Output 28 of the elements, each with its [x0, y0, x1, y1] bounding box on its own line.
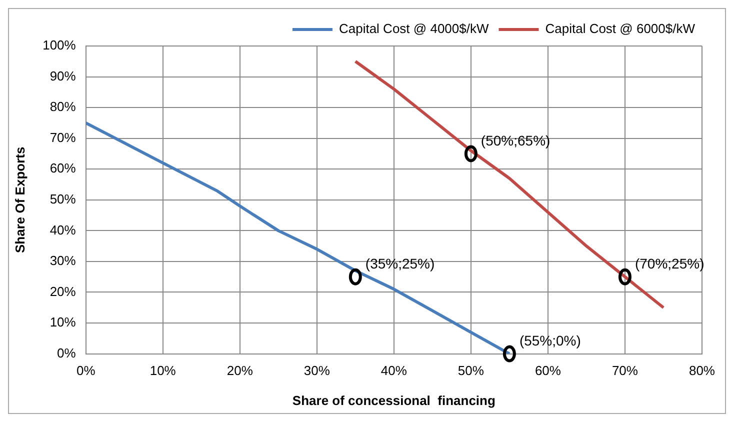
x-tick-label: 70% [612, 363, 638, 378]
y-tick-label: 80% [50, 99, 76, 114]
y-tick-label: 70% [50, 130, 76, 145]
x-tick-label: 20% [226, 363, 254, 378]
y-tick-label: 10% [50, 314, 76, 330]
x-tick-label: 60% [534, 363, 562, 378]
x-tick-label: 10% [150, 363, 176, 378]
x-tick-label: 30% [304, 363, 330, 378]
legend-label: Capital Cost @ 6000$/kW [545, 21, 696, 36]
x-tick-label: 40% [380, 363, 408, 378]
y-tick-label: 20% [50, 284, 76, 299]
y-tick-label: 100% [42, 38, 76, 53]
y-tick-label: 50% [50, 191, 76, 206]
annotation: (70%;25%) [634, 256, 704, 272]
y-tick-label: 60% [50, 160, 76, 176]
legend-label: Capital Cost @ 4000$/kW [338, 21, 490, 36]
y-axis-title: Share Of Exports [12, 146, 28, 253]
x-axis-title: Share of concessional financing [292, 392, 496, 408]
annotation: (55%;0%) [519, 332, 581, 349]
x-tick-label: 80% [688, 363, 716, 378]
y-tick-label: 0% [57, 345, 76, 360]
y-tick-label: 30% [50, 253, 76, 268]
x-tick-label: 0% [76, 363, 96, 378]
y-tick-label: 40% [50, 222, 76, 238]
y-tick-label: 90% [50, 68, 76, 84]
annotation: (35%;25%) [365, 256, 435, 272]
x-tick-label: 50% [458, 363, 484, 378]
annotation: (50%;65%) [480, 132, 550, 149]
